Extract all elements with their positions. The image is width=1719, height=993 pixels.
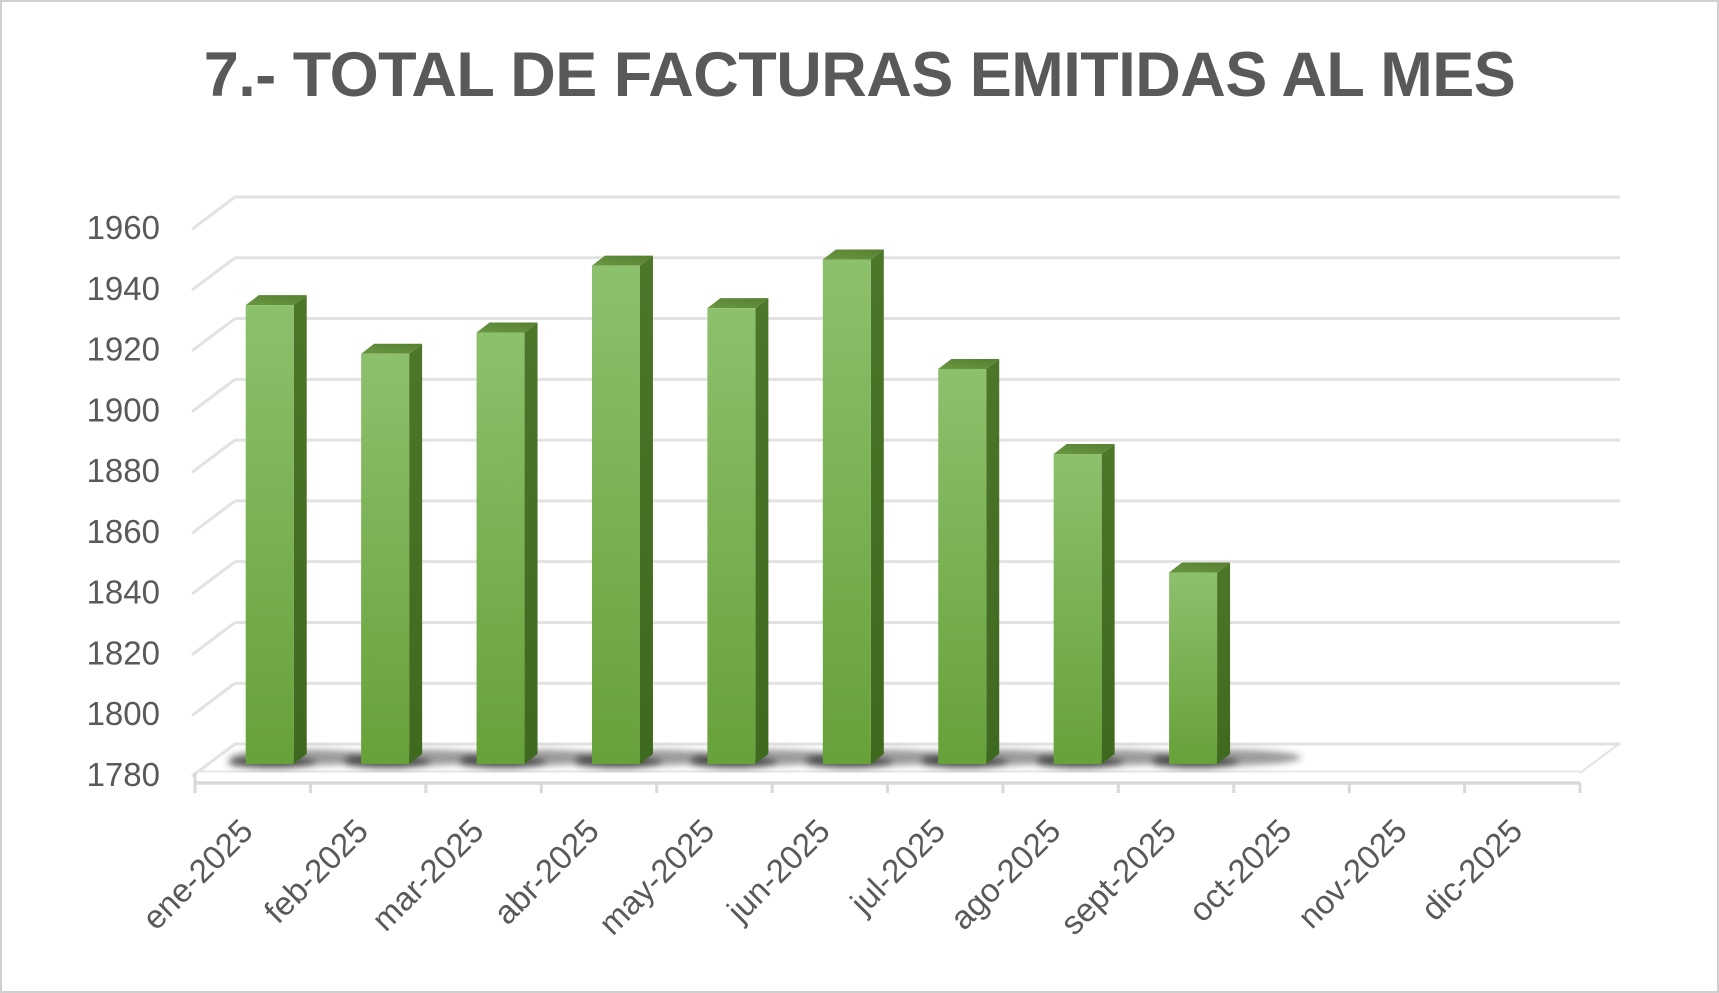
x-axis-label-jun-2025: jun-2025 xyxy=(719,812,837,930)
x-axis-label-nov-2025: nov-2025 xyxy=(1290,812,1413,935)
gridline-depth-tick-1800 xyxy=(191,682,236,717)
bar-side-face xyxy=(755,298,769,764)
bar-side-face xyxy=(293,295,307,764)
bar-mar-2025 xyxy=(476,322,538,764)
gridlines xyxy=(191,195,1621,778)
floor-right-edge xyxy=(1579,742,1621,774)
x-axis-label-ago-2025: ago-2025 xyxy=(943,812,1068,937)
y-axis-label-1960: 1960 xyxy=(87,209,160,246)
y-axis-label-1800: 1800 xyxy=(87,695,160,732)
bar-front-face xyxy=(938,368,987,764)
x-axis-label-may-2025: may-2025 xyxy=(591,812,721,942)
gridline-depth-tick-1860 xyxy=(191,499,236,535)
y-axis-label-1920: 1920 xyxy=(87,331,160,368)
bar-front-face xyxy=(245,305,294,764)
y-axis-label-1820: 1820 xyxy=(87,634,160,671)
x-axis-label-mar-2025: mar-2025 xyxy=(364,812,490,938)
bar-front-face xyxy=(591,265,640,764)
y-axis-label-1840: 1840 xyxy=(87,574,160,611)
bar-front-face xyxy=(707,308,756,764)
bar-top-face xyxy=(245,295,307,306)
bar-top-face xyxy=(361,343,423,354)
bar-may-2025 xyxy=(707,298,769,764)
gridline-depth-tick-1900 xyxy=(191,378,236,413)
gridline-depth-tick-1880 xyxy=(191,438,236,474)
bar-sept-2025 xyxy=(1169,562,1231,764)
y-axis-labels: 1780 1800 1820 1840 1860 1880 1900 1920 1940 1960 xyxy=(87,209,160,793)
bar-feb-2025 xyxy=(361,343,423,764)
y-axis-label-1880: 1880 xyxy=(87,452,160,489)
bar-front-face xyxy=(822,259,871,764)
bar-side-face xyxy=(986,358,1000,764)
bar-top-face xyxy=(938,358,1000,369)
bar-top-face xyxy=(591,255,653,266)
bar-top-face xyxy=(1053,444,1115,455)
bar-ene-2025 xyxy=(245,295,307,764)
x-axis-labels: ene-2025feb-2025mar-2025abr-2025may-2025… xyxy=(135,812,1529,942)
x-axis-label-ene-2025: ene-2025 xyxy=(135,812,260,937)
bar-front-face xyxy=(361,353,410,764)
bars xyxy=(245,249,1231,765)
gridline-depth-tick-1960 xyxy=(191,195,236,231)
gridline-depth-tick-1940 xyxy=(191,256,236,292)
y-axis-label-1900: 1900 xyxy=(87,391,160,428)
bar-top-face xyxy=(1169,562,1231,573)
x-axis-label-jul-2025: jul-2025 xyxy=(842,812,952,922)
bar-side-face xyxy=(524,322,538,764)
x-axis-label-dic-2025: dic-2025 xyxy=(1414,812,1530,928)
bar-front-face xyxy=(476,332,525,764)
bar-side-face xyxy=(639,255,653,764)
bar-ago-2025 xyxy=(1053,444,1115,764)
chart-title: 7.- TOTAL DE FACTURAS EMITIDAS AL MES xyxy=(203,40,1516,110)
bar-jun-2025 xyxy=(822,249,884,765)
y-axis-label-1860: 1860 xyxy=(87,513,160,550)
y-axis-label-1940: 1940 xyxy=(87,270,160,307)
x-axis-label-sept-2025: sept-2025 xyxy=(1053,812,1183,942)
bar-side-face xyxy=(1101,444,1115,764)
bar-front-face xyxy=(1053,454,1102,764)
bar-top-face xyxy=(476,322,538,333)
bar-abr-2025 xyxy=(591,255,653,764)
gridline-depth-tick-1920 xyxy=(191,317,236,353)
x-axis-label-oct-2025: oct-2025 xyxy=(1181,812,1298,929)
x-axis-label-feb-2025: feb-2025 xyxy=(257,812,375,930)
gridline-depth-tick-1820 xyxy=(191,621,236,656)
bar-jul-2025 xyxy=(938,358,1000,764)
x-axis xyxy=(193,742,1621,793)
x-axis-label-abr-2025: abr-2025 xyxy=(486,812,606,932)
bar-side-face xyxy=(1217,562,1231,764)
gridline-depth-tick-1840 xyxy=(191,560,236,596)
bar-top-face xyxy=(822,249,884,260)
bar-front-face xyxy=(1169,572,1218,764)
y-axis-label-1780: 1780 xyxy=(87,756,160,793)
bar-side-face xyxy=(870,249,884,765)
bar-top-face xyxy=(707,298,769,309)
bar-side-face xyxy=(409,343,423,764)
